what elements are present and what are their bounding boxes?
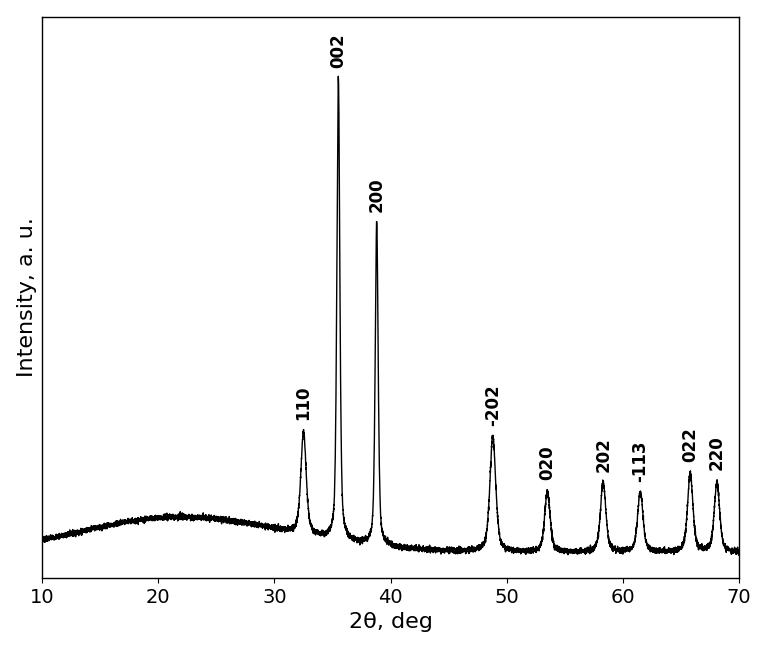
Text: 022: 022 — [681, 428, 699, 462]
Y-axis label: Intensity, a. u.: Intensity, a. u. — [17, 217, 37, 377]
X-axis label: 2θ, deg: 2θ, deg — [349, 613, 432, 632]
Text: 110: 110 — [294, 385, 313, 420]
Text: -202: -202 — [484, 384, 502, 426]
Text: -113: -113 — [631, 441, 649, 482]
Text: 200: 200 — [368, 177, 386, 212]
Text: 002: 002 — [329, 33, 347, 68]
Text: 220: 220 — [708, 435, 726, 471]
Text: 202: 202 — [594, 437, 612, 472]
Text: 020: 020 — [538, 445, 556, 480]
